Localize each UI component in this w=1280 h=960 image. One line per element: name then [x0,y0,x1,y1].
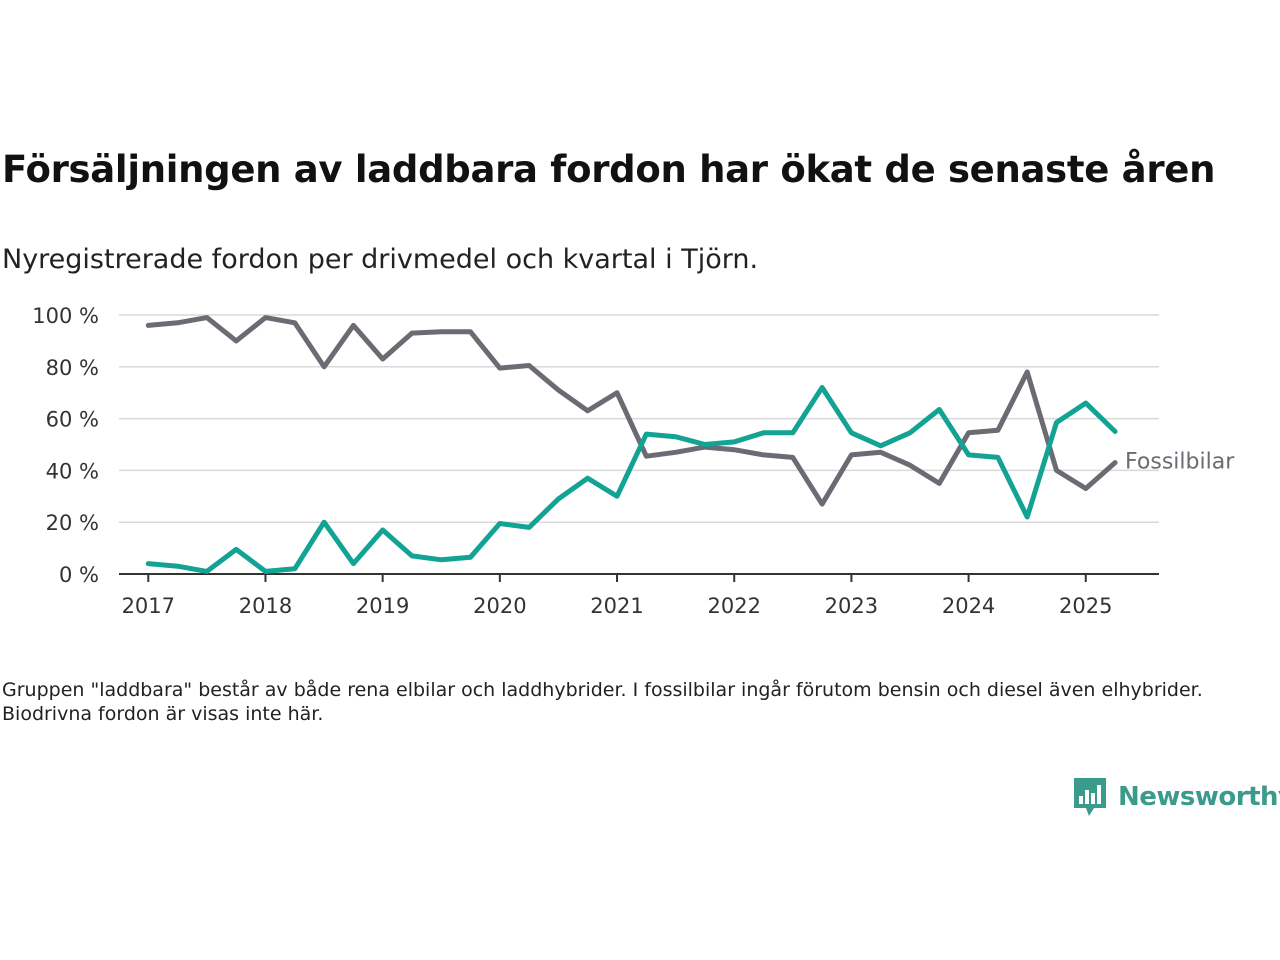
series-label: Fossilbilar [1125,450,1235,475]
chart-subtitle: Nyregistrerade fordon per drivmedel och … [2,244,759,275]
gridlines [119,314,1159,523]
x-tick-label: 2022 [707,594,760,618]
x-tick-label: 2018 [239,594,292,618]
x-tick-label: 2017 [122,594,175,618]
y-tick-label: 20 % [46,511,99,535]
y-tick-label: 40 % [46,459,99,483]
chart-title: Försäljningen av laddbara fordon har öka… [2,148,1216,191]
x-tick-label: 2024 [942,594,995,618]
series-line [145,385,1118,574]
x-tick-label: 2020 [473,594,526,618]
y-tick-label: 0 % [59,563,99,587]
x-tick-label: 2025 [1059,594,1112,618]
series-lines [145,315,1118,574]
line-chart: 0 % 20 % 40 % 60 % 80 % 100 % 2017 2018 2019 202… [32,304,1235,618]
x-tick-label: 2019 [356,594,409,618]
y-axis-ticks: 0 % 20 % 40 % 60 % 80 % 100 % [32,304,99,587]
x-tick-label: 2023 [825,594,878,618]
footnote: Gruppen "laddbara" består av både rena e… [2,679,1203,725]
series-line [145,315,1118,507]
series-labels: Fossilbilar [1125,450,1235,475]
y-tick-label: 80 % [46,356,99,380]
x-tick-label: 2021 [590,594,643,618]
x-axis-ticks: 2017 2018 2019 2020 2021 2022 2023 2024 2025 [122,574,1112,618]
newsworthy-logo: Newsworthy [1072,776,1280,818]
bar-chart-speech-bubble-icon [1074,778,1106,816]
brand-name: Newsworthy [1118,782,1280,812]
y-tick-label: 60 % [46,408,99,432]
y-tick-label: 100 % [32,304,99,328]
